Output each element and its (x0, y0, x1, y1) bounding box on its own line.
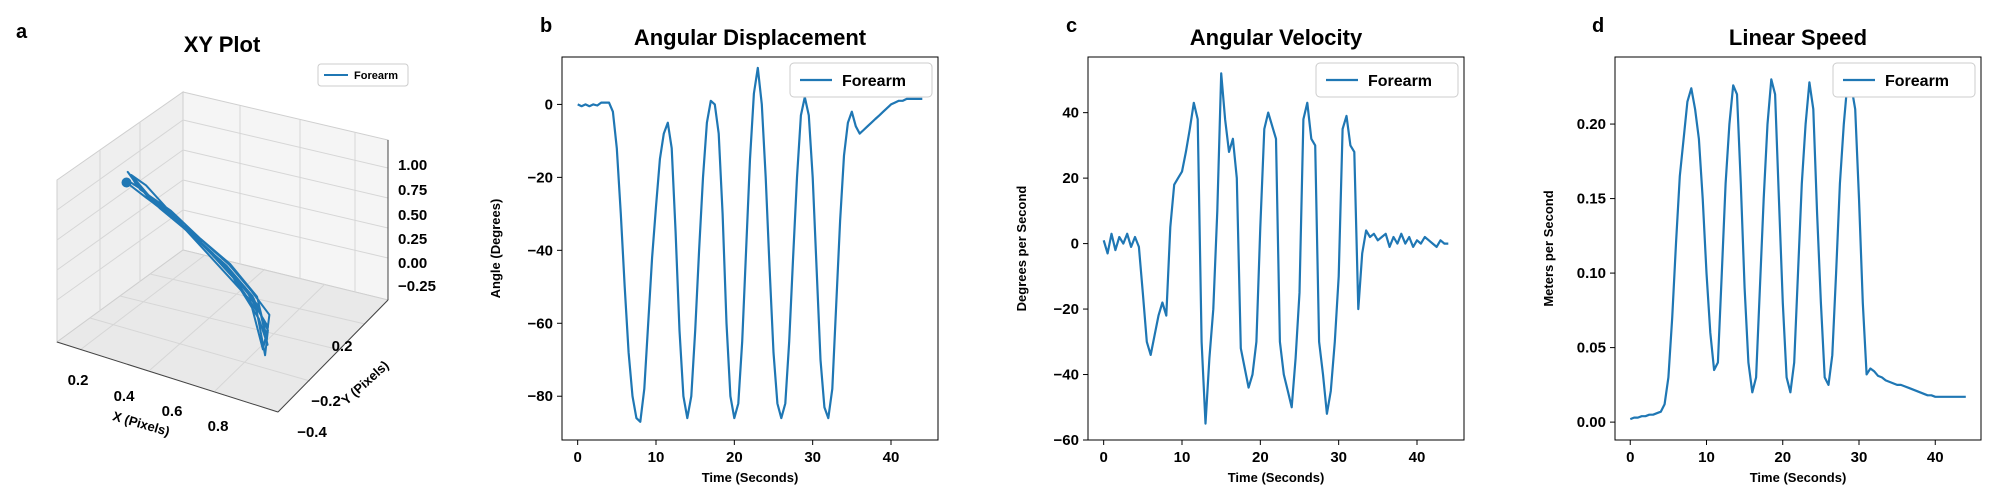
y-tick-label: 0.15 (1577, 191, 1606, 208)
x-tick-label: 0.4 (114, 388, 136, 405)
panel-c-plot: Angular Velocity 0 10 20 30 40 40 20 0 −20 −40 −60 T… (1014, 25, 1465, 485)
x-tick-label: 0.2 (68, 372, 89, 389)
z-tick-label: 0.75 (398, 182, 427, 199)
plot-frame (1087, 56, 1465, 441)
y-tick-label: −80 (528, 388, 553, 405)
panel-a-series-forearm (121, 170, 271, 357)
series-line-forearm (577, 66, 923, 423)
y-tick-label: −20 (528, 169, 553, 186)
panel-a-start-marker (121, 177, 132, 188)
x-tick-label: 0 (573, 449, 581, 466)
x-tick-label: 10 (1698, 449, 1715, 466)
y-tick-label: 0.2 (332, 338, 353, 355)
panel-label-d: d (1592, 15, 1604, 37)
x-tick-label: 40 (1927, 449, 1944, 466)
panel-a-z-axis: 1.00 0.75 0.50 0.25 0.00 −0.25 (387, 140, 436, 300)
y-tick-label: −40 (528, 242, 553, 259)
series-line-forearm (1102, 72, 1449, 425)
panel-label-a: a (16, 21, 28, 43)
panel-a-3d-plot: XY Plot (55, 32, 436, 441)
x-tick-label: 0 (1626, 449, 1634, 466)
x-tick-label: 30 (1851, 449, 1868, 466)
z-tick-label: 1.00 (398, 157, 427, 174)
legend-box (789, 62, 933, 98)
y-tick-label: 0 (545, 96, 553, 113)
y-tick-label: −40 (1054, 367, 1079, 384)
panel-a-title: XY Plot (184, 32, 261, 57)
y-tick-label: −20 (1054, 301, 1079, 318)
x-tick-label: 0.8 (208, 418, 229, 435)
x-tick-label: 20 (1774, 449, 1791, 466)
legend-box (1832, 62, 1976, 98)
series-line-forearm (1629, 78, 1966, 421)
y-tick-label: 0.05 (1577, 340, 1606, 357)
y-axis-label: Angle (Degrees) (488, 199, 503, 299)
panel-a-legend-box (317, 63, 409, 87)
y-tick-label: 0 (1071, 236, 1079, 253)
chart-title: Angular Displacement (634, 25, 867, 50)
panel-a-grid (56, 106, 389, 392)
legend-label: Forearm (1368, 73, 1432, 90)
x-tick-label: 10 (1174, 449, 1191, 466)
y-tick-label: 0.00 (1577, 414, 1606, 431)
panel-a-series-line (125, 170, 271, 357)
legend-box (1315, 62, 1459, 98)
z-tick-label: 0.50 (398, 207, 427, 224)
y-axis-label: Degrees per Second (1014, 186, 1029, 312)
y-tick-label: 40 (1062, 105, 1079, 122)
x-axis-label: Time (Seconds) (1750, 470, 1847, 485)
plot-frame (1614, 56, 1982, 441)
legend-label: Forearm (842, 73, 906, 90)
y-tick-label: −60 (1054, 432, 1079, 449)
y-tick-label: 20 (1062, 170, 1079, 187)
panel-a-legend-label: Forearm (354, 70, 398, 82)
panel-b-plot: Angular Displacement 0 10 20 30 40 0 −20 −40 −60 −… (488, 25, 939, 485)
x-tick-label: 20 (1252, 449, 1269, 466)
chart-title: Linear Speed (1729, 25, 1867, 50)
x-tick-label: 0 (1099, 449, 1107, 466)
panel-label-b: b (540, 15, 552, 37)
x-axis-label: Time (Seconds) (1228, 470, 1325, 485)
y-tick-label: 0.20 (1577, 116, 1606, 133)
chart-title: Angular Velocity (1190, 25, 1363, 50)
y-tick-label: −0.4 (297, 424, 327, 441)
x-tick-label: 20 (726, 449, 743, 466)
y-tick-label: 0.10 (1577, 265, 1606, 282)
y-tick-label: −60 (528, 315, 553, 332)
x-tick-label: 10 (648, 449, 665, 466)
panel-a-ylabel: Y (Pixels) (338, 358, 391, 408)
y-tick-label: −0.2 (311, 393, 341, 410)
z-tick-label: 0.25 (398, 231, 427, 248)
z-tick-label: 0.00 (398, 255, 427, 272)
x-tick-label: 0.6 (162, 403, 183, 420)
x-tick-label: 40 (883, 449, 900, 466)
x-tick-label: 30 (804, 449, 821, 466)
x-axis-label: Time (Seconds) (702, 470, 799, 485)
x-tick-label: 30 (1330, 449, 1347, 466)
plot-frame (561, 56, 939, 441)
z-tick-label: −0.25 (398, 278, 436, 295)
panel-d-plot: Linear Speed 0 10 20 30 40 0.20 0.15 0.10 0.05 0.0… (1541, 25, 1982, 485)
x-tick-label: 40 (1409, 449, 1426, 466)
panel-a-legend: Forearm (317, 63, 409, 87)
y-axis-label: Meters per Second (1541, 190, 1556, 306)
legend-label: Forearm (1885, 73, 1949, 90)
panel-label-c: c (1066, 15, 1077, 37)
